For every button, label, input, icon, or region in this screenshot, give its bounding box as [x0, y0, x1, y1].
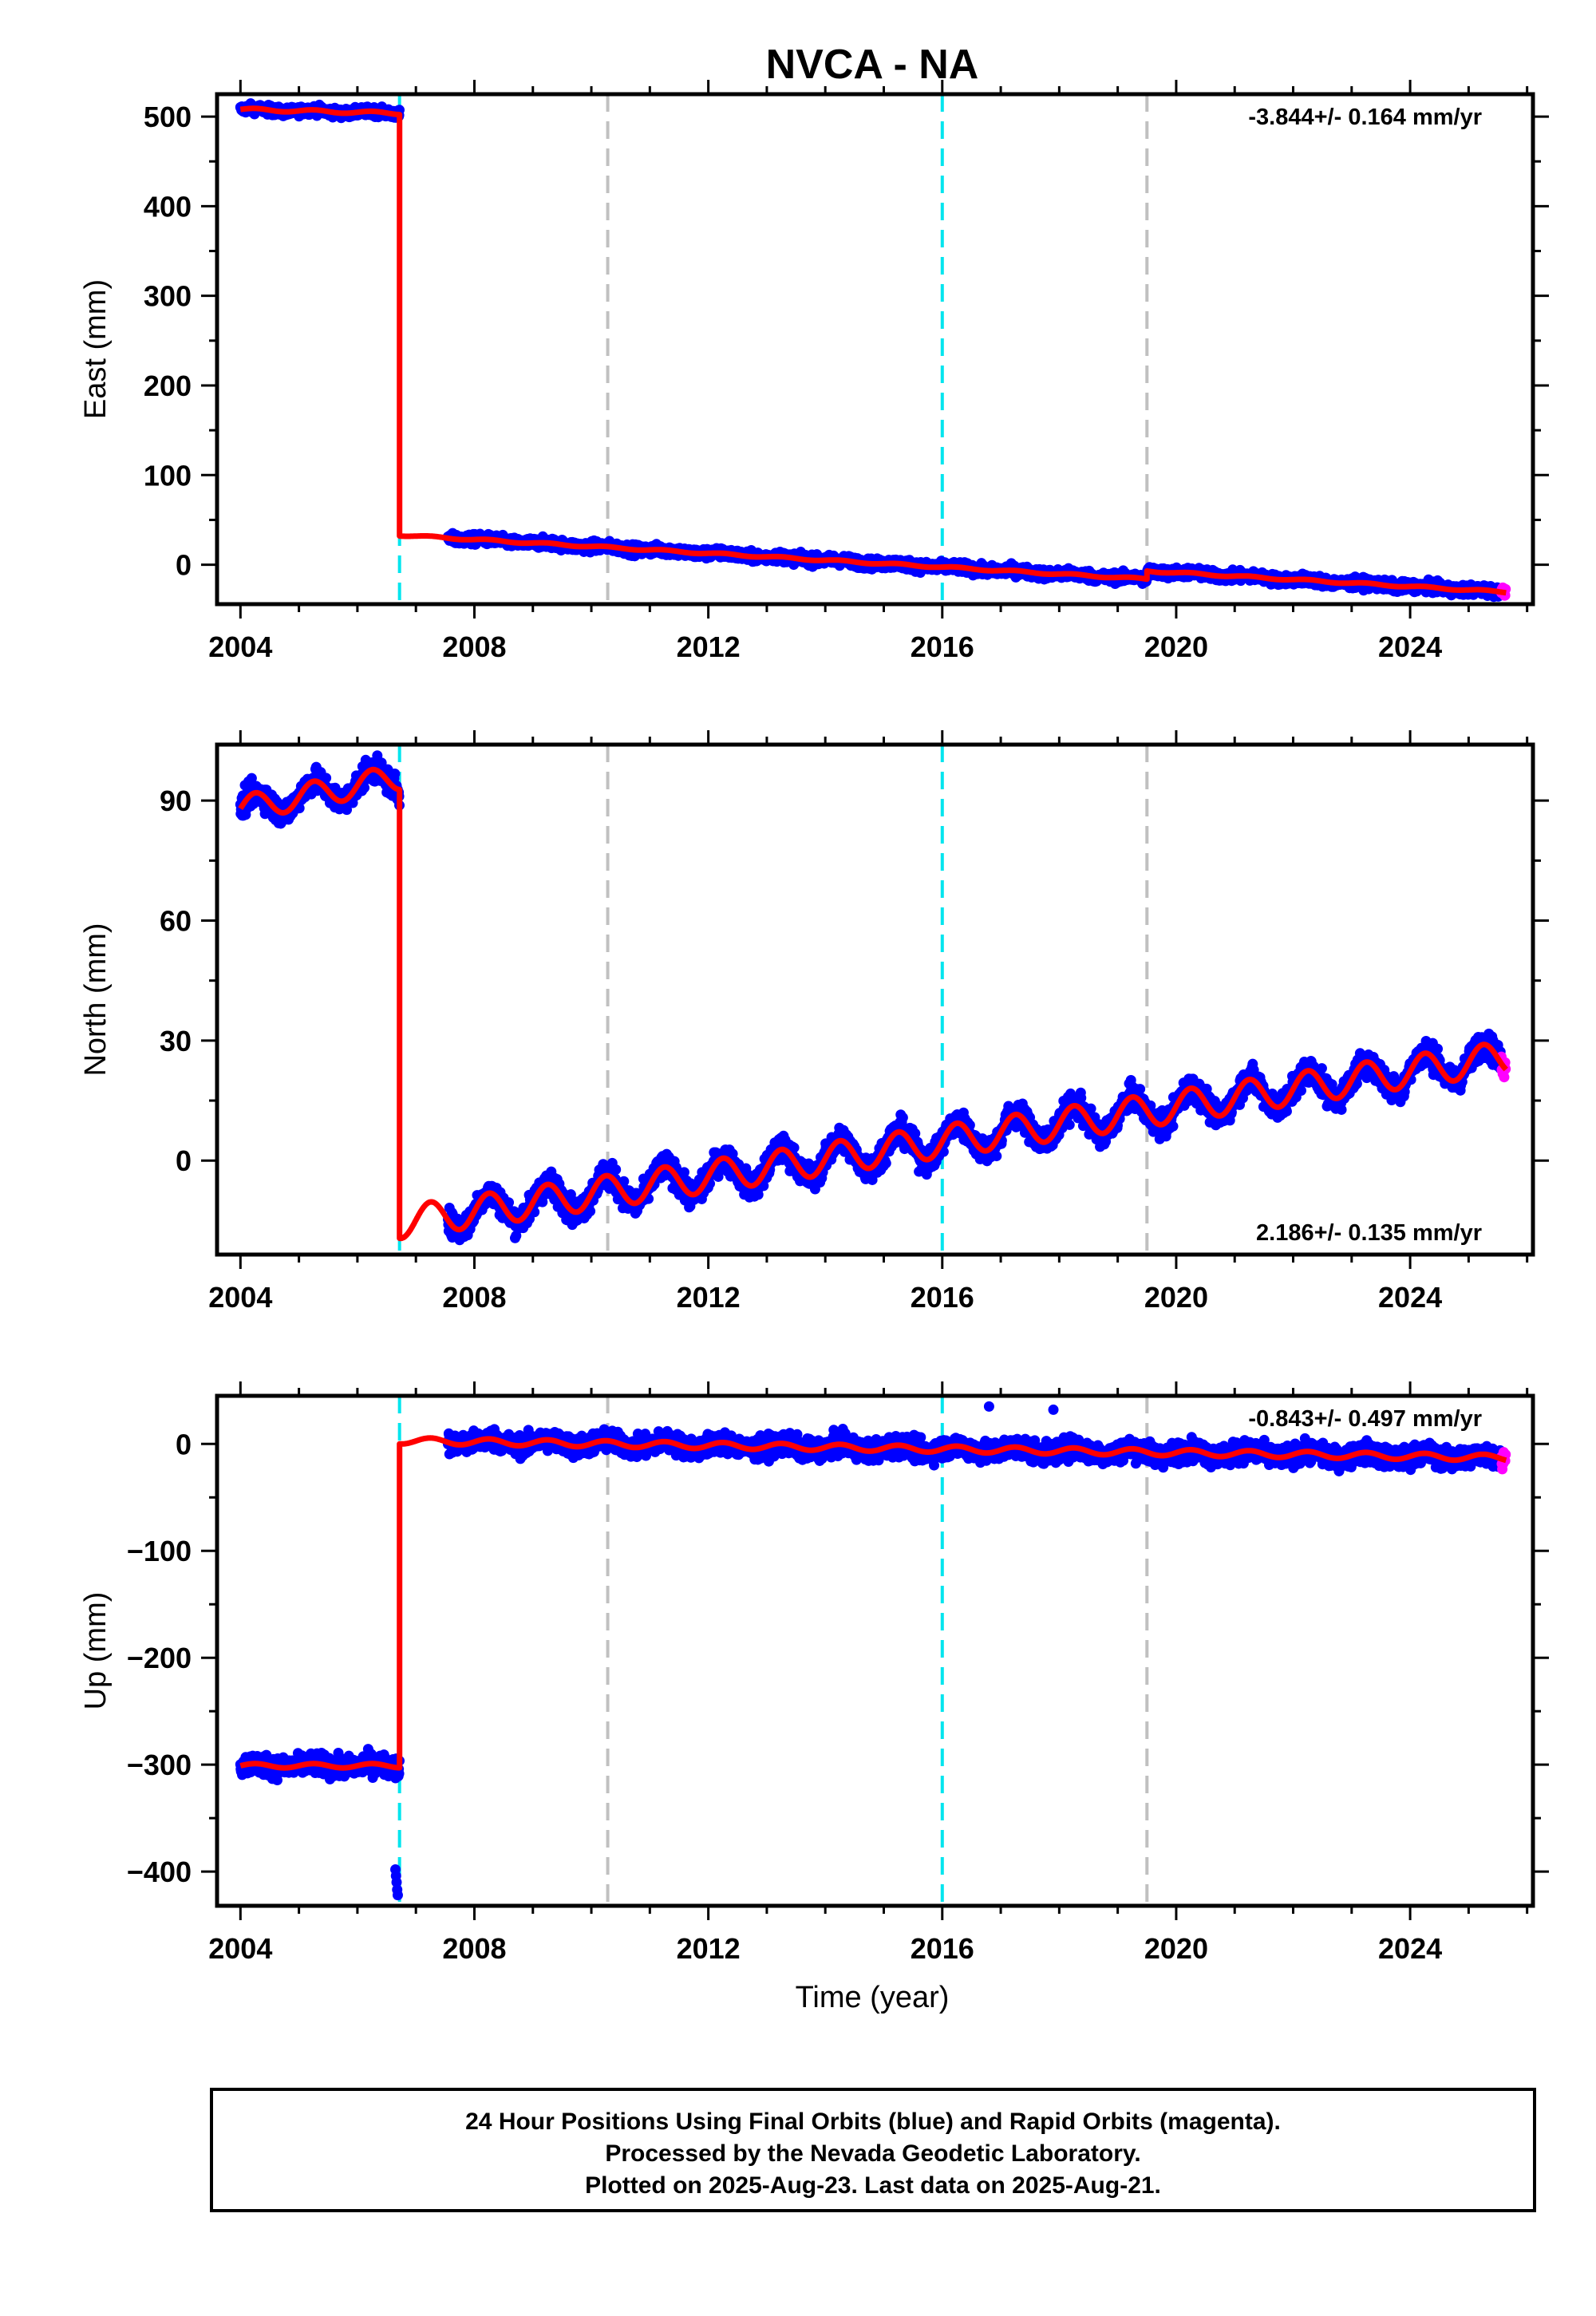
y-tick-label: 200: [144, 370, 192, 402]
x-tick-label: 2024: [1378, 630, 1442, 663]
y-tick-label: 400: [144, 190, 192, 223]
y-tick-label: 0: [176, 549, 192, 582]
y-tick-label: 100: [144, 459, 192, 492]
x-tick-label: 2012: [677, 630, 741, 663]
x-tick-label: 2016: [911, 630, 974, 663]
plot-area: [235, 94, 1511, 604]
y-axis-label: East (mm): [79, 279, 113, 419]
x-tick-label: 2004: [208, 630, 272, 663]
rate-annotation: -3.844+/- 0.164 mm/yr: [1248, 105, 1482, 130]
x-tick-label: 2020: [1144, 630, 1208, 663]
figure-title: NVCA - NA: [766, 41, 979, 88]
y-tick-label: 500: [144, 101, 192, 133]
x-tick-label: 2008: [442, 630, 506, 663]
y-tick-label: 300: [144, 280, 192, 313]
data-point: [389, 768, 401, 779]
data-point: [610, 1164, 622, 1175]
east-panel: 2004 2008 2012 2016 2020 2024 0 100 200 300 400 500…: [79, 80, 1549, 663]
